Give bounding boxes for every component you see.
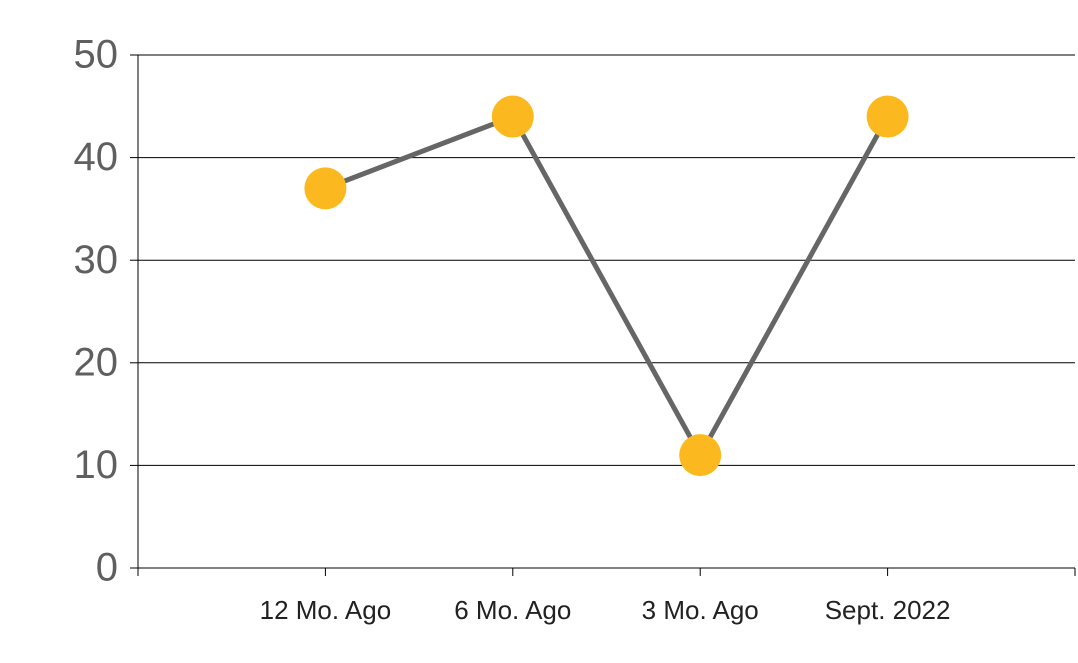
y-tick-label: 50: [74, 33, 119, 77]
x-tick-label: 3 Mo. Ago: [642, 595, 759, 625]
marker: [491, 95, 534, 138]
x-tick-label: Sept. 2022: [825, 595, 951, 625]
marker: [866, 95, 909, 138]
x-tick-label: 12 Mo. Ago: [260, 595, 392, 625]
y-tick-label: 10: [74, 443, 119, 487]
x-tick-label: 6 Mo. Ago: [454, 595, 571, 625]
marker: [304, 167, 347, 210]
series-line: [324, 113, 890, 461]
marker: [679, 434, 722, 477]
y-tick-label: 30: [74, 238, 119, 282]
y-tick-label: 20: [74, 340, 119, 384]
y-tick-label: 40: [74, 135, 119, 179]
y-tick-label: 0: [96, 546, 118, 590]
